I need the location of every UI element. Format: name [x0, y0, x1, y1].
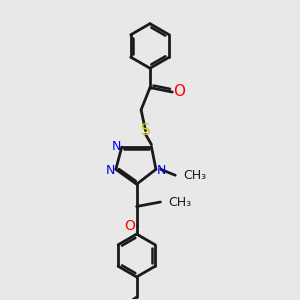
Text: N: N: [106, 164, 115, 177]
Text: N: N: [112, 140, 121, 153]
Text: S: S: [141, 123, 151, 138]
Text: N: N: [157, 164, 166, 177]
Text: O: O: [124, 219, 136, 233]
Text: CH₃: CH₃: [169, 196, 192, 208]
Text: CH₃: CH₃: [184, 169, 207, 182]
Text: O: O: [173, 84, 185, 99]
